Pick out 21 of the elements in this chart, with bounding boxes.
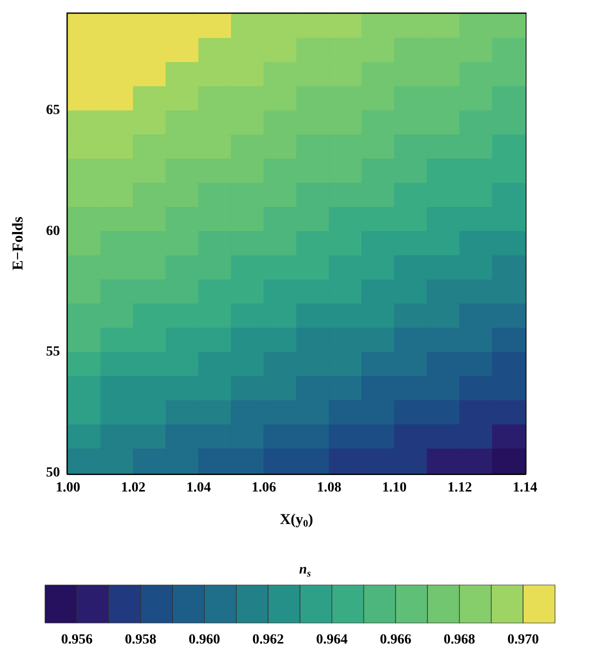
y-tick-label: 55 xyxy=(46,344,60,360)
x-tick-label: 1.00 xyxy=(56,480,80,496)
y-tick-label: 60 xyxy=(46,224,60,239)
color-bar-label: 0.958 xyxy=(124,632,156,648)
x-tick-label: 1.02 xyxy=(121,480,146,496)
color-bar-label: 0.968 xyxy=(444,632,476,648)
x-tick-label: 1.10 xyxy=(382,480,407,496)
y-tick-label: 50 xyxy=(46,466,60,480)
y-axis-title: E−Folds xyxy=(10,216,26,270)
color-bar-label: 0.970 xyxy=(507,632,539,648)
color-bar-label: 0.960 xyxy=(188,632,220,648)
x-tick-label: 1.12 xyxy=(447,480,472,496)
color-bar-label: 0.966 xyxy=(380,632,412,648)
x-tick-label: 1.04 xyxy=(186,480,211,496)
color-bar-label: 0.962 xyxy=(252,632,284,648)
x-tick-label: 1.08 xyxy=(316,480,342,496)
color-bar-label: 0.964 xyxy=(316,632,348,648)
color-bar-label: 0.956 xyxy=(61,632,93,648)
x-tick-label: 1.06 xyxy=(252,480,276,496)
y-tick-label: 65 xyxy=(46,103,60,118)
x-tick-label: 1.14 xyxy=(512,480,538,496)
